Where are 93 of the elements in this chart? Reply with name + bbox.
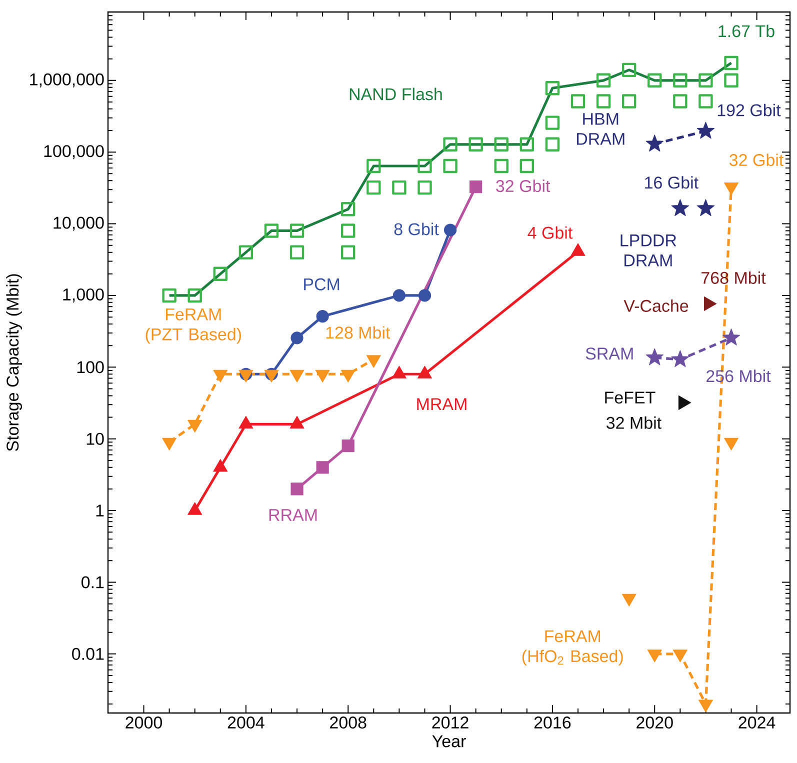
x-axis-title: Year: [432, 735, 466, 748]
point: [596, 73, 611, 88]
point: [418, 180, 432, 195]
text: NAND Flash: [350, 88, 442, 100]
point: [520, 158, 534, 174]
series-label: FeRAM (HfO$_{2}$ Based): [522, 630, 623, 666]
point: [671, 350, 690, 368]
point: [622, 62, 636, 78]
point: [418, 158, 432, 174]
point: [162, 288, 176, 303]
point: [316, 461, 329, 474]
x-tick-label: 2020: [636, 716, 673, 729]
point: [366, 180, 381, 195]
x-tick-label: 2000: [126, 716, 162, 729]
y-tick-label: 10: [86, 432, 104, 445]
point: [494, 137, 508, 152]
annotation: 4 Gbit: [528, 226, 573, 239]
point: [392, 289, 406, 302]
annotation: 32 Gbit: [496, 180, 550, 192]
series-label: FeFET: [605, 392, 656, 404]
y-tick-label: 1,000,000: [30, 73, 104, 88]
point: [366, 158, 381, 174]
point: [673, 94, 688, 108]
annotation: 768 Mbit: [702, 271, 766, 284]
point: [698, 94, 713, 108]
series-label: PCM: [304, 278, 340, 290]
series-label: RRAM: [269, 509, 317, 521]
y-tick-label: 0.01: [72, 648, 104, 660]
series-label: MRAM: [417, 398, 466, 410]
annotation: 32 Mbit: [606, 416, 662, 429]
y-tick-label: 1: [96, 504, 104, 516]
point: [696, 122, 715, 139]
point: [596, 94, 611, 108]
annotation: 8 Gbit: [394, 222, 439, 236]
point: [341, 202, 356, 216]
point: [290, 245, 304, 260]
point: [341, 245, 356, 260]
point: [671, 199, 690, 216]
y-tick-label: 100,000: [44, 145, 104, 160]
point: [341, 224, 356, 238]
point: [494, 158, 508, 174]
point: [724, 73, 738, 88]
point: [698, 73, 713, 88]
point: [570, 94, 586, 108]
annotation: 128 Mbit: [326, 326, 390, 339]
x-tick-label: 2024: [738, 716, 776, 729]
series-label: SRAM: [586, 348, 633, 360]
point: [418, 289, 432, 302]
point: [724, 56, 738, 70]
annotation: 256 Mbit: [706, 370, 771, 382]
point: [290, 224, 304, 238]
point: [622, 94, 636, 108]
point: [545, 81, 560, 96]
x-tick-label: 2008: [330, 716, 366, 729]
point: [648, 73, 662, 88]
y-tick-label: 1,000: [63, 288, 104, 302]
point: [392, 180, 406, 195]
series-label: LPDDR DRAM: [620, 234, 676, 266]
point: [545, 137, 560, 152]
point: [673, 73, 688, 88]
series-label: HBM DRAM: [576, 113, 624, 145]
point: [316, 310, 329, 323]
series-label: FeRAM (PZT Based): [146, 308, 241, 344]
point: [646, 348, 664, 366]
point: [238, 245, 254, 260]
annotation: 192 Gbit: [718, 104, 781, 116]
point: [213, 266, 228, 281]
point: [646, 134, 664, 152]
point: [290, 482, 304, 496]
point: [696, 199, 715, 216]
point: [444, 224, 457, 236]
point: [470, 180, 482, 194]
point: [264, 224, 279, 238]
y-tick-label: 0.1: [82, 576, 104, 588]
y-tick-label: 100: [77, 361, 104, 374]
point: [443, 158, 458, 174]
point: [290, 332, 304, 344]
annotation: 16 Gbit: [645, 176, 698, 189]
series-label: V-Cache: [624, 299, 688, 312]
point: [188, 288, 202, 303]
annotation: 1.67 Tb: [718, 24, 774, 38]
annotation: 32 Gbit: [729, 154, 784, 166]
point: [468, 137, 483, 152]
point: [545, 116, 560, 130]
x-tick-label: 2004: [228, 716, 264, 729]
y-tick-label: 10,000: [54, 216, 104, 231]
x-tick-label: 2012: [432, 716, 468, 729]
y-axis-title: Storage Capacity (Mbit): [6, 274, 22, 452]
point: [520, 137, 534, 152]
point: [443, 137, 458, 152]
x-tick-label: 2016: [534, 716, 571, 729]
point: [342, 440, 354, 452]
point: [722, 328, 740, 346]
